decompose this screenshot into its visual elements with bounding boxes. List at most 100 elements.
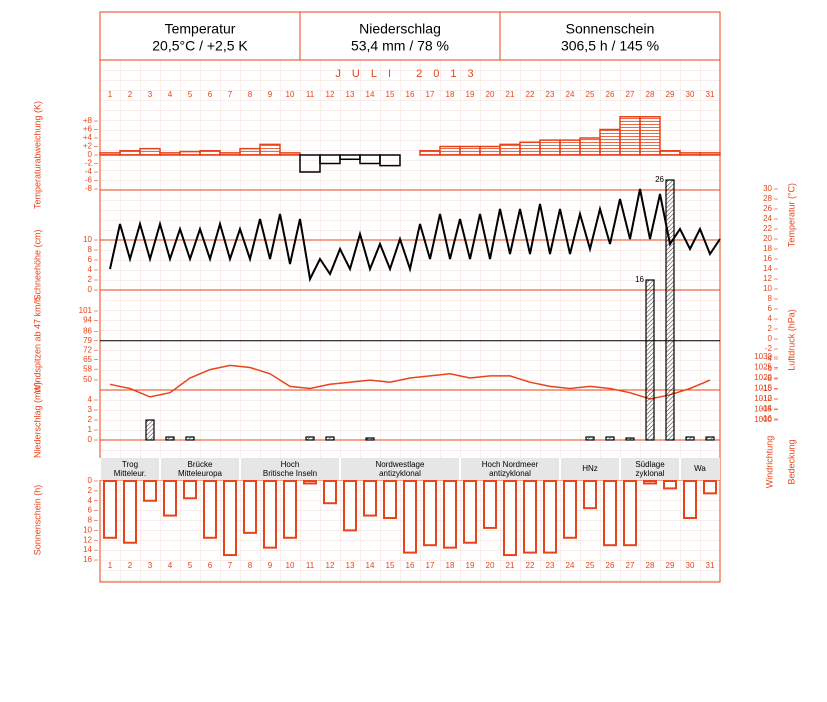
tick-label: 2 (88, 486, 93, 495)
day-label: 26 (606, 561, 615, 570)
weather-type: Südlage (635, 460, 665, 469)
precip-bar (685, 436, 695, 441)
day-label: 8 (248, 90, 253, 99)
tick-label: 6 (768, 304, 773, 313)
sunshine-bar (463, 480, 477, 544)
day-label: 27 (626, 561, 635, 570)
day-label: 30 (686, 561, 695, 570)
weather-type: antizyklonal (379, 469, 421, 478)
precip-bar (365, 437, 375, 441)
tick-label: -8 (85, 184, 93, 193)
day-label: 30 (686, 90, 695, 99)
axis-title: Niederschlag (mm) (32, 382, 42, 458)
day-label: 6 (208, 561, 213, 570)
sunshine-bar (523, 480, 537, 554)
tick-label: 10 (763, 284, 772, 293)
axis-title: Sonnenschein (h) (32, 485, 42, 556)
sunshine-bar (683, 480, 697, 520)
day-label: 10 (286, 90, 295, 99)
tick-label: -6 (765, 364, 773, 373)
tick-label: 86 (83, 326, 92, 335)
axis-title: Windspitzen ab 47 km/h (32, 297, 42, 393)
precip-bar (165, 436, 175, 441)
sunshine-bar (103, 480, 117, 539)
header-title: Niederschlag (359, 21, 441, 37)
anomaly-bar (439, 145, 461, 156)
day-label: 2 (128, 90, 133, 99)
tick-label: 10 (83, 525, 92, 534)
day-label: 22 (526, 561, 535, 570)
day-label: 20 (486, 90, 495, 99)
anomaly-bar (119, 150, 141, 156)
anomaly-bar (139, 147, 161, 156)
tick-label: 65 (83, 355, 92, 364)
day-label: 11 (306, 561, 315, 570)
day-label: 6 (208, 90, 213, 99)
sunshine-bar (423, 480, 437, 547)
tick-label: 2 (88, 415, 93, 424)
day-label: 5 (188, 561, 193, 570)
sunshine-bar (283, 480, 297, 539)
day-label: 25 (586, 561, 595, 570)
tick-label: 1025 (754, 363, 772, 372)
anomaly-bar (619, 116, 641, 156)
temperature-line (109, 188, 721, 283)
day-label: 17 (426, 90, 435, 99)
sunshine-bar (543, 480, 557, 554)
tick-label: 8 (768, 294, 773, 303)
weather-type: Nordwestlage (376, 460, 425, 469)
tick-label: 18 (763, 244, 772, 253)
day-label: 31 (706, 90, 715, 99)
anomaly-bar (499, 143, 521, 156)
day-label: 27 (626, 90, 635, 99)
tick-label: 16 (83, 555, 92, 564)
tick-label: 28 (763, 194, 772, 203)
day-label: 7 (228, 561, 233, 570)
precip-bar (665, 179, 675, 441)
day-label: 1 (108, 90, 113, 99)
tick-label: 26 (763, 204, 772, 213)
anomaly-bar (539, 139, 561, 156)
sunshine-bar (703, 480, 717, 495)
anomaly-bar (559, 139, 581, 156)
tick-label: 72 (83, 345, 92, 354)
day-label: 10 (286, 561, 295, 570)
sunshine-bar (303, 480, 317, 485)
tick-label: -14 (760, 404, 772, 413)
day-label: 4 (168, 90, 173, 99)
tick-label: 10 (83, 235, 92, 244)
precip-bar (625, 437, 635, 441)
day-label: 14 (366, 561, 375, 570)
sunshine-bar (503, 480, 517, 557)
anomaly-bar (519, 141, 541, 156)
tick-label: 101 (79, 306, 93, 315)
weather-type: antizyklonal (489, 469, 531, 478)
tick-label: 2 (768, 324, 773, 333)
tick-label: 20 (763, 234, 772, 243)
tick-label: 1005 (754, 405, 772, 414)
day-label: 28 (646, 561, 655, 570)
day-label: 22 (526, 90, 535, 99)
day-label: 20 (486, 561, 495, 570)
precip-bar (305, 436, 315, 441)
axis-title: Windrichtung (764, 436, 774, 489)
value-label: 26 (655, 175, 664, 184)
sunshine-bar (403, 480, 417, 554)
day-label: 19 (466, 561, 475, 570)
tick-label: -4 (85, 167, 93, 176)
header-value: 53,4 mm / 78 % (351, 38, 449, 54)
tick-label: 58 (83, 364, 92, 373)
tick-label: 14 (763, 264, 772, 273)
tick-label: 1030 (754, 352, 772, 361)
day-label: 14 (366, 90, 375, 99)
day-label: 3 (148, 561, 153, 570)
sunshine-bar (163, 480, 177, 517)
sunshine-bar (203, 480, 217, 539)
day-label: 23 (546, 561, 555, 570)
sunshine-bar (143, 480, 157, 502)
tick-label: -8 (765, 374, 773, 383)
precip-bar (585, 436, 595, 441)
tick-label: +8 (83, 116, 93, 125)
weather-type: Britische Inseln (263, 469, 317, 478)
